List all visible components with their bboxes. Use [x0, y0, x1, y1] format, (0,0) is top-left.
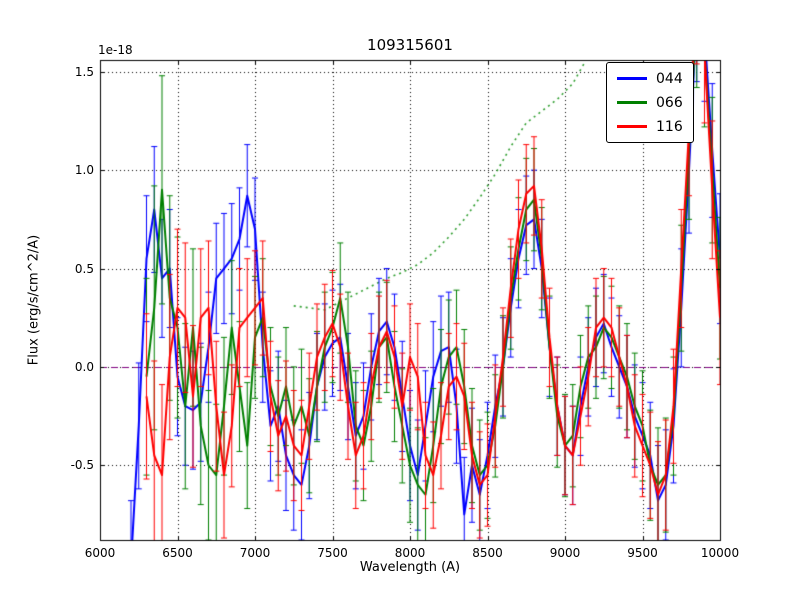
y-tick-label: 0.5 — [74, 261, 94, 276]
legend-entry-066: 066 — [617, 93, 683, 112]
chart-title: 109315601 — [367, 36, 453, 54]
legend-label-044: 044 — [656, 70, 683, 87]
legend-line-sample-044 — [617, 77, 647, 80]
legend: 044 066 116 — [606, 62, 694, 143]
x-tick-label: 8500 — [472, 546, 503, 560]
x-tick-label: 6500 — [162, 546, 193, 560]
legend-entry-116: 116 — [617, 117, 683, 136]
y-tick-label: 0.0 — [74, 359, 94, 374]
legend-label-116: 116 — [656, 118, 683, 135]
y-tick-label: 1.5 — [74, 64, 94, 79]
x-tick-label: 8000 — [394, 546, 426, 560]
x-tick-label: 9500 — [627, 546, 658, 560]
y-axis-offset-text: 1e-18 — [98, 43, 133, 57]
y-axis-label: Flux (erg/s/cm^2/A) — [26, 234, 42, 366]
x-tick-label: 7000 — [239, 546, 271, 560]
x-tick-label: 7500 — [317, 546, 348, 560]
x-axis-label: Wavelength (A) — [359, 560, 461, 575]
legend-entry-044: 044 — [617, 69, 683, 88]
legend-line-sample-116 — [617, 125, 647, 128]
x-tick-label: 9000 — [549, 546, 581, 560]
y-tick-label: 1.0 — [74, 163, 94, 178]
y-tick-label: -0.5 — [70, 458, 94, 473]
x-tick-label: 10000 — [700, 546, 740, 560]
legend-line-sample-066 — [617, 101, 647, 104]
legend-label-066: 066 — [656, 94, 683, 111]
x-tick-label: 6000 — [84, 546, 116, 560]
